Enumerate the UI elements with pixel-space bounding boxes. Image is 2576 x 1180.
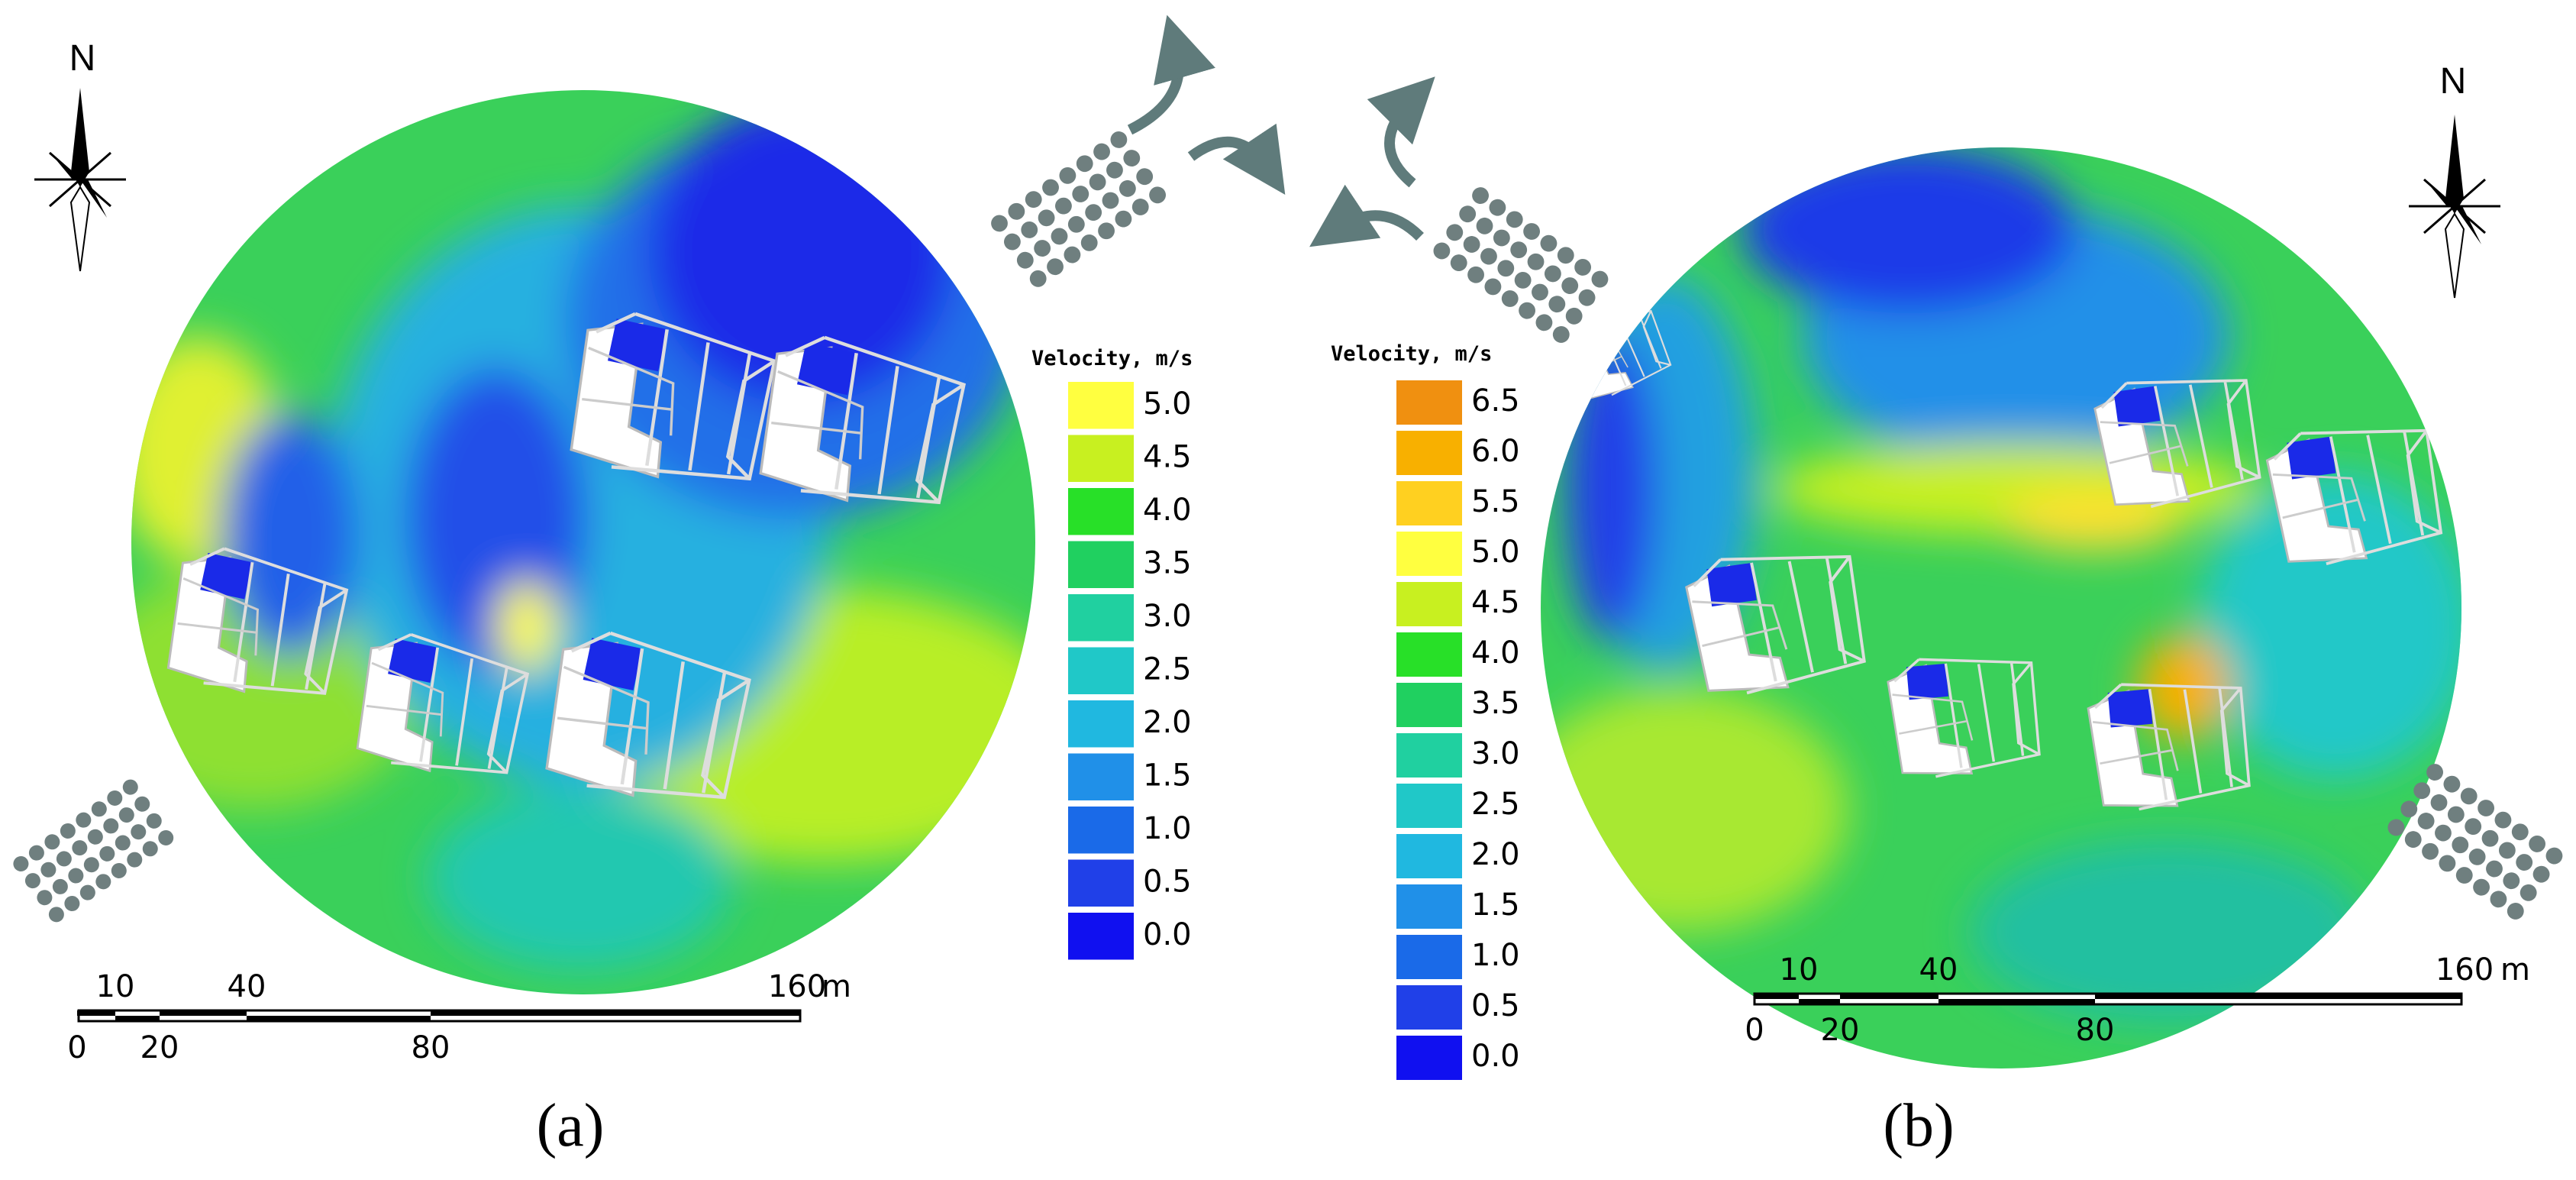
legend-swatch bbox=[1068, 488, 1134, 535]
legend-swatch bbox=[1396, 935, 1462, 979]
legend-swatch bbox=[1068, 700, 1134, 748]
legend-label: 3.5 bbox=[1471, 686, 1520, 721]
legend-label: 4.5 bbox=[1143, 439, 1192, 474]
legend-label: 2.5 bbox=[1143, 651, 1192, 687]
legend-swatch bbox=[1396, 1036, 1462, 1080]
scale-bar-segment bbox=[160, 1010, 247, 1016]
legend-swatch bbox=[1396, 380, 1462, 425]
legend-swatch bbox=[1068, 647, 1134, 694]
scale-label: 20 bbox=[1821, 1013, 1860, 1048]
scale-label: 160 bbox=[768, 969, 826, 1004]
scale-unit: m bbox=[822, 969, 851, 1004]
legend-swatch bbox=[1068, 435, 1134, 482]
legend-title: Velocity, m/s bbox=[1031, 347, 1193, 370]
scale-label: 20 bbox=[140, 1030, 179, 1065]
scale-label: 0 bbox=[1745, 1013, 1764, 1048]
legend-label: 5.0 bbox=[1143, 386, 1192, 422]
legend-label: 3.0 bbox=[1143, 599, 1192, 634]
legend-label: 6.5 bbox=[1471, 383, 1520, 419]
legend-label: 0.0 bbox=[1143, 917, 1192, 952]
legend-label: 1.5 bbox=[1143, 758, 1192, 793]
caption: (b) bbox=[1883, 1092, 1954, 1159]
velocity-map-a bbox=[131, 90, 1035, 994]
caption: (a) bbox=[537, 1092, 605, 1159]
decorations bbox=[10, 15, 2566, 926]
scale-label: 10 bbox=[1780, 952, 1819, 988]
compass-b: N bbox=[2409, 61, 2500, 299]
scale-label: 0 bbox=[67, 1030, 86, 1065]
legend-swatch bbox=[1396, 481, 1462, 525]
legend-label: 1.0 bbox=[1471, 938, 1520, 973]
legend-label: 2.5 bbox=[1471, 787, 1520, 822]
legend-swatch bbox=[1396, 582, 1462, 626]
legend-swatch bbox=[1396, 834, 1462, 878]
legend-label: 2.0 bbox=[1471, 837, 1520, 872]
legend-label: 4.5 bbox=[1471, 585, 1520, 620]
legend-swatch bbox=[1068, 859, 1134, 907]
scale-bar-segment bbox=[2095, 994, 2461, 999]
compass-a: N bbox=[34, 38, 126, 273]
legend-label: 0.5 bbox=[1143, 864, 1192, 899]
legend-label: 0.5 bbox=[1471, 988, 1520, 1023]
legend-swatch bbox=[1396, 532, 1462, 576]
scale-label: 10 bbox=[96, 969, 135, 1004]
legend-label: 4.0 bbox=[1143, 493, 1192, 528]
legend-swatch bbox=[1068, 753, 1134, 800]
legend-label: 5.0 bbox=[1471, 535, 1520, 570]
legend-title: Velocity, m/s bbox=[1331, 342, 1492, 366]
legend-swatch bbox=[1396, 784, 1462, 828]
legend-swatch bbox=[1396, 733, 1462, 778]
legend-label: 3.0 bbox=[1471, 736, 1520, 771]
legend-label: 5.5 bbox=[1471, 484, 1520, 519]
scale-bar-segment bbox=[115, 1016, 160, 1021]
scale-bar-segment bbox=[77, 1010, 115, 1016]
legend-swatch bbox=[1396, 431, 1462, 475]
scale-bar-segment bbox=[1799, 999, 1840, 1004]
scale-label: 80 bbox=[412, 1030, 450, 1065]
scale-bar-segment bbox=[431, 1010, 800, 1016]
legend-label: 0.0 bbox=[1471, 1039, 1520, 1074]
legend-label: 3.5 bbox=[1143, 545, 1192, 580]
legend-swatch bbox=[1396, 632, 1462, 677]
legend-swatch bbox=[1396, 884, 1462, 929]
legend-swatch bbox=[1068, 382, 1134, 429]
legend-swatch bbox=[1396, 683, 1462, 727]
legend-label: 2.0 bbox=[1143, 705, 1192, 740]
velocity-map-b bbox=[1541, 147, 2461, 1068]
legend-swatch bbox=[1068, 541, 1134, 588]
legend-label: 6.0 bbox=[1471, 434, 1520, 469]
compass-label: N bbox=[69, 38, 96, 79]
legend-label: 1.0 bbox=[1143, 811, 1192, 846]
scale-label: 160 bbox=[2436, 952, 2494, 988]
scale-unit: m bbox=[2500, 952, 2530, 988]
scale-bar-segment bbox=[1840, 994, 1938, 999]
scale-bar-segment bbox=[1938, 999, 2095, 1004]
legend-swatch bbox=[1396, 985, 1462, 1030]
compass-label: N bbox=[2440, 61, 2467, 102]
legend-swatch bbox=[1068, 807, 1134, 854]
scale-bar-segment bbox=[1754, 994, 1799, 999]
scale-label: 80 bbox=[2076, 1013, 2115, 1048]
legend-swatch bbox=[1068, 913, 1134, 960]
scale-bar-segment bbox=[247, 1016, 431, 1021]
legend-label: 1.5 bbox=[1471, 887, 1520, 923]
legend-label: 4.0 bbox=[1471, 635, 1520, 671]
legend-swatch bbox=[1068, 594, 1134, 642]
scale-label: 40 bbox=[228, 969, 266, 1004]
scale-label: 40 bbox=[1919, 952, 1958, 988]
